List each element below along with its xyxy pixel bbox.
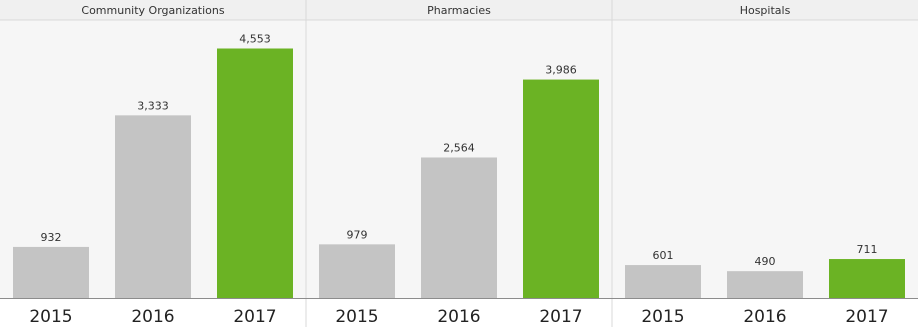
panel-header	[0, 0, 306, 20]
x-tick-label: 2017	[845, 307, 888, 327]
x-tick-label: 2015	[29, 307, 72, 327]
data-label: 3,333	[137, 99, 169, 112]
x-tick-label: 2017	[539, 307, 582, 327]
bar	[217, 48, 293, 298]
panel-header	[306, 0, 612, 20]
data-label: 3,986	[545, 64, 577, 77]
x-tick-label: 2016	[743, 307, 786, 327]
panel-title: Community Organizations	[81, 4, 224, 17]
panel-background	[612, 20, 918, 298]
panel-title: Pharmacies	[427, 4, 491, 17]
data-label: 711	[857, 243, 878, 256]
data-label: 490	[755, 255, 776, 268]
x-tick-label: 2015	[335, 307, 378, 327]
data-label: 932	[41, 231, 62, 244]
bar	[421, 157, 497, 298]
panel-title: Hospitals	[740, 4, 791, 17]
bar	[625, 265, 701, 298]
data-label: 4,553	[239, 32, 271, 45]
bar	[523, 79, 599, 298]
data-label: 601	[653, 249, 674, 262]
bar	[319, 244, 395, 298]
bar	[829, 259, 905, 298]
bar	[13, 246, 89, 298]
data-label: 2,564	[443, 141, 475, 154]
bar	[727, 271, 803, 298]
x-tick-label: 2016	[131, 307, 174, 327]
bar	[115, 115, 191, 299]
data-label: 979	[347, 228, 368, 241]
panel-header	[612, 0, 918, 20]
x-tick-label: 2017	[233, 307, 276, 327]
x-tick-label: 2015	[641, 307, 684, 327]
x-tick-label: 2016	[437, 307, 480, 327]
